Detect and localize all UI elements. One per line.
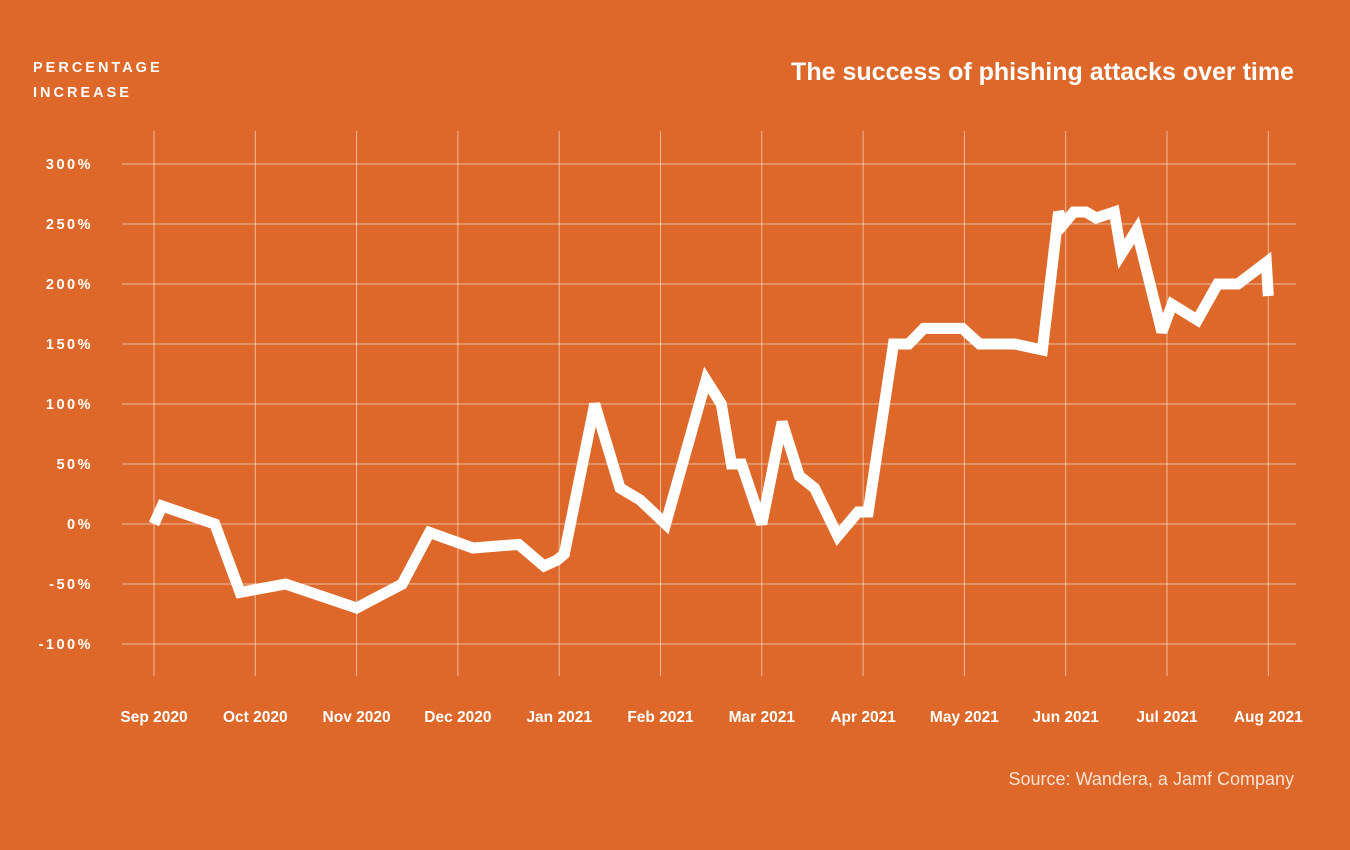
data-point (472, 547, 474, 549)
x-tick-label: Jun 2021 (1033, 709, 1100, 726)
data-point (741, 463, 743, 465)
data-point (594, 403, 596, 405)
data-point (153, 523, 155, 525)
y-tick-label: -50% (49, 577, 93, 593)
y-tick-label: 50% (56, 457, 93, 473)
y-tick-label: 100% (46, 397, 93, 413)
x-axis-ticks: Sep 2020 Oct 2020 Nov 2020 Dec 2020 Jan 2021… (120, 709, 1303, 726)
data-point (518, 543, 520, 545)
data-point (857, 511, 859, 513)
data-point (665, 523, 667, 525)
data-point (867, 511, 869, 513)
x-tick-label: Aug 2021 (1234, 709, 1303, 726)
data-point (923, 327, 925, 329)
chart-title: The success of phishing attacks over tim… (791, 58, 1294, 86)
data-point (1171, 303, 1173, 305)
y-tick-label: 250% (46, 217, 93, 233)
data-point (556, 559, 558, 561)
x-tick-label: Oct 2020 (223, 709, 288, 726)
data-point (214, 523, 216, 525)
data-point (429, 531, 431, 533)
data-point (543, 565, 545, 567)
data-point (1217, 283, 1219, 285)
source-note: Source: Wandera, a Jamf Company (1008, 769, 1294, 789)
y-tick-label: -100% (39, 637, 93, 653)
data-point (1095, 217, 1097, 219)
data-point (908, 343, 910, 345)
x-tick-label: Dec 2020 (424, 709, 491, 726)
data-point (285, 583, 287, 585)
data-point (1063, 223, 1065, 225)
y-tick-label: 200% (46, 277, 93, 293)
data-point (619, 487, 621, 489)
data-point (239, 591, 241, 593)
data-point (1113, 211, 1115, 213)
data-point (1073, 211, 1075, 213)
data-point (730, 463, 732, 465)
data-point (892, 343, 894, 345)
data-point (401, 583, 403, 585)
y-axis-ticks: 300% 250% 200% 150% 100% 50% 0% -50% -100% (39, 157, 93, 653)
y-axis-title-line-2: INCREASE (33, 85, 132, 101)
x-tick-label: Jan 2021 (526, 709, 592, 726)
y-tick-label: 300% (46, 157, 93, 173)
horizontal-gridlines (122, 163, 1296, 645)
data-point (563, 553, 565, 555)
data-point (1196, 319, 1198, 321)
data-point (1058, 211, 1060, 213)
x-tick-label: Mar 2021 (729, 709, 796, 726)
data-point (761, 523, 763, 525)
x-tick-label: Apr 2021 (830, 709, 896, 726)
y-tick-label: 0% (67, 517, 93, 533)
data-point (1014, 343, 1016, 345)
data-point (813, 487, 815, 489)
data-point (720, 403, 722, 405)
series-line (148, 204, 1274, 614)
y-axis-title-line-1: PERCENTAGE (33, 60, 163, 76)
x-tick-label: Jul 2021 (1136, 709, 1198, 726)
data-point (705, 379, 707, 381)
data-point (781, 421, 783, 423)
data-point (1265, 261, 1267, 263)
x-tick-label: Nov 2020 (323, 709, 391, 726)
data-point (1161, 331, 1163, 333)
data-point (979, 343, 981, 345)
x-tick-label: Feb 2021 (627, 709, 694, 726)
data-point (1136, 229, 1138, 231)
y-tick-label: 150% (46, 337, 93, 353)
data-point (1085, 211, 1087, 213)
data-point (798, 475, 800, 477)
data-point (161, 505, 163, 507)
data-point (356, 607, 358, 609)
data-point (961, 327, 963, 329)
data-point (639, 499, 641, 501)
x-tick-label: Sep 2020 (120, 709, 187, 726)
data-point (1120, 253, 1122, 255)
data-point (935, 327, 937, 329)
data-point (1267, 295, 1269, 297)
data-point (837, 535, 839, 537)
data-point (1041, 349, 1043, 351)
data-point (1237, 283, 1239, 285)
x-tick-label: May 2021 (930, 709, 999, 726)
series-group (148, 204, 1274, 614)
